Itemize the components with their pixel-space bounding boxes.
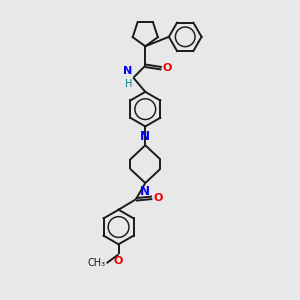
Text: N: N xyxy=(140,130,150,143)
Text: H: H xyxy=(125,79,132,89)
Text: N: N xyxy=(123,66,132,76)
Text: O: O xyxy=(163,63,172,73)
Text: O: O xyxy=(154,193,163,203)
Text: CH₃: CH₃ xyxy=(87,258,105,268)
Text: O: O xyxy=(114,256,123,266)
Text: N: N xyxy=(140,185,150,198)
